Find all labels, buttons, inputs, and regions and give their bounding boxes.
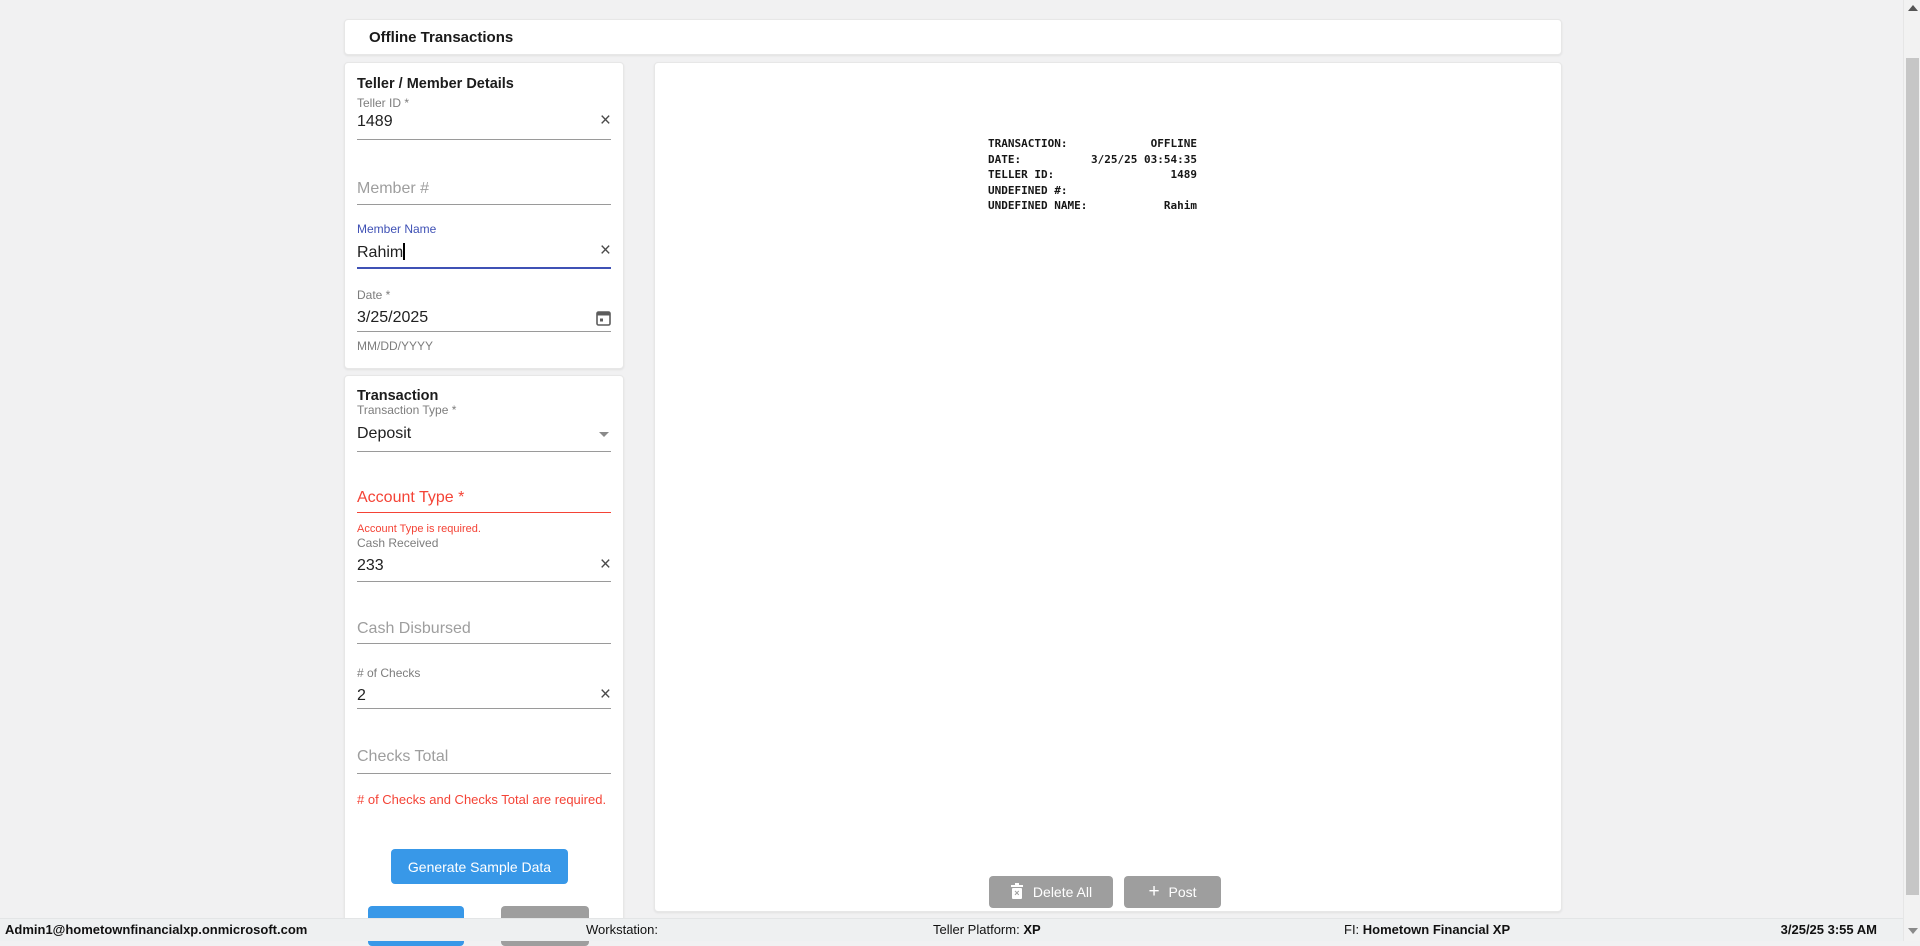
receipt-value: OFFLINE [1150,137,1197,150]
receipt-row: DATE: 3/25/25 03:54:35 [988,152,1197,168]
page-title: Offline Transactions [369,28,514,46]
plus-icon: + [1148,881,1160,902]
field-underline [357,331,611,332]
generate-sample-data-button[interactable]: Generate Sample Data [391,849,568,884]
field-underline [357,204,611,205]
receipt-label: DATE: [988,152,1022,166]
account-type-select[interactable]: Account Type * [357,489,465,506]
member-name-value: Rahim [357,244,404,261]
receipt-label: UNDEFINED #: [988,183,1068,197]
teller-platform-label: Teller Platform: [933,922,1020,937]
num-checks-value: 2 [357,687,366,704]
field-underline [357,708,611,709]
fi-value: Hometown Financial XP [1362,922,1511,937]
post-label: Post [1168,884,1197,900]
receipt-row: TRANSACTION: OFFLINE [988,136,1197,152]
member-number-field[interactable]: Member # [357,180,430,197]
field-underline-error [357,512,611,513]
receipt-label: TELLER ID: [988,168,1055,181]
transaction-preview-card: TRANSACTION: OFFLINE DATE: 3/25/25 03:54… [654,62,1562,912]
member-name-field[interactable]: Rahim × [357,240,611,263]
status-teller-platform: Teller Platform: XP [933,922,1041,937]
status-datetime: 3/25/25 3:55 AM [1780,922,1877,937]
status-workstation: Workstation: [586,922,659,937]
checks-required-error: # of Checks and Checks Total are require… [357,792,607,807]
cash-received-label: Cash Received [357,536,439,550]
field-underline [357,139,611,140]
checks-total-field[interactable]: Checks Total [357,748,449,765]
transaction-card: Transaction Transaction Type * Deposit A… [344,375,624,946]
date-format-hint: MM/DD/YYYY [357,339,434,353]
teller-platform-value: XP [1023,922,1041,937]
cash-disbursed-field[interactable]: Cash Disbursed [357,620,471,637]
vertical-scrollbar[interactable] [1903,0,1920,941]
trash-icon: × [1010,882,1024,900]
receipt-value: 3/25/25 03:54:35 [1091,152,1197,166]
chevron-down-icon [599,432,609,437]
clear-icon[interactable]: × [599,684,611,705]
scrollbar-thumb[interactable] [1906,58,1919,895]
field-underline-focused [357,267,611,269]
num-checks-field[interactable]: 2 × [357,684,611,707]
text-cursor [403,243,405,260]
member-name-label: Member Name [357,222,437,236]
transaction-type-value: Deposit [357,425,412,442]
scroll-up-icon[interactable] [1908,5,1918,11]
page-title-card: Offline Transactions [344,19,1562,55]
field-underline [357,581,611,582]
calendar-icon[interactable] [596,310,611,326]
transaction-type-label: Transaction Type * [357,403,457,417]
details-section-header: Teller / Member Details [357,76,514,92]
field-underline [357,773,611,774]
field-underline [357,643,611,644]
post-button[interactable]: + Post [1124,876,1221,908]
transaction-type-select[interactable]: Deposit [357,425,611,445]
cash-received-value: 233 [357,557,384,574]
date-field[interactable]: 3/25/2025 [357,309,611,329]
cash-received-field[interactable]: 233 × [357,554,611,577]
scroll-down-icon[interactable] [1908,928,1918,934]
delete-all-button[interactable]: × Delete All [989,876,1113,908]
transaction-receipt: TRANSACTION: OFFLINE DATE: 3/25/25 03:54… [988,136,1197,214]
teller-member-details-card: Teller / Member Details Teller ID * 1489… [344,62,624,369]
receipt-row: TELLER ID: 1489 [988,167,1197,183]
teller-id-value: 1489 [357,113,393,130]
fi-label: FI: [1344,922,1360,937]
transaction-section-header: Transaction [357,388,439,404]
receipt-row: UNDEFINED NAME: Rahim [988,198,1197,214]
status-user: Admin1@hometownfinancialxp.onmicrosoft.c… [5,922,308,937]
teller-id-label: Teller ID * [357,96,410,110]
receipt-row: UNDEFINED #: [988,183,1197,199]
clear-icon[interactable]: × [599,240,611,261]
field-underline [357,451,611,452]
account-type-error: Account Type is required. [357,523,481,535]
receipt-value: Rahim [1163,199,1197,212]
status-bar: Admin1@hometownfinancialxp.onmicrosoft.c… [0,918,1920,941]
date-value: 3/25/2025 [357,309,429,326]
receipt-value: 1489 [1170,168,1198,181]
date-label: Date * [357,288,391,302]
receipt-label: TRANSACTION: [988,137,1068,150]
delete-all-label: Delete All [1032,884,1093,900]
teller-id-field[interactable]: 1489 × [357,110,611,133]
clear-icon[interactable]: × [599,110,611,131]
status-fi: FI: Hometown Financial XP [1344,922,1510,937]
num-checks-label: # of Checks [357,666,421,680]
receipt-label: UNDEFINED NAME: [988,199,1088,212]
clear-icon[interactable]: × [599,554,611,575]
